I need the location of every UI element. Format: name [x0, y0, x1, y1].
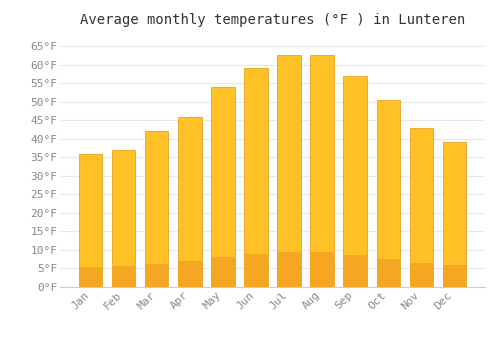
Bar	[344, 76, 366, 287]
Bar	[212, 257, 234, 287]
Bar	[376, 100, 400, 287]
Bar	[80, 154, 102, 287]
Bar	[146, 131, 169, 287]
Bar	[178, 117, 202, 287]
Bar	[278, 252, 300, 287]
Bar	[244, 254, 268, 287]
Bar	[112, 266, 136, 287]
Bar	[178, 261, 202, 287]
Bar	[212, 87, 234, 287]
Bar	[112, 150, 136, 287]
Bar	[410, 263, 432, 287]
Bar	[146, 264, 169, 287]
Title: Average monthly temperatures (°F ) in Lunteren: Average monthly temperatures (°F ) in Lu…	[80, 13, 465, 27]
Bar	[376, 259, 400, 287]
Bar	[80, 267, 102, 287]
Bar	[278, 55, 300, 287]
Bar	[244, 68, 268, 287]
Bar	[310, 252, 334, 287]
Bar	[410, 128, 432, 287]
Bar	[442, 265, 466, 287]
Bar	[344, 255, 366, 287]
Bar	[310, 55, 334, 287]
Bar	[442, 142, 466, 287]
